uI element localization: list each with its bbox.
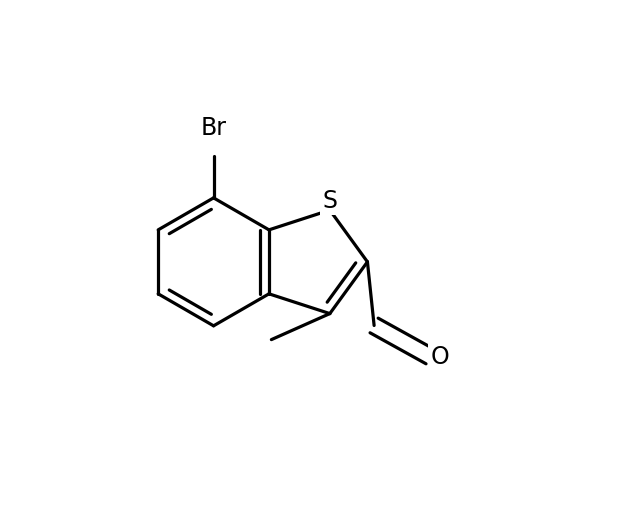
Text: O: O <box>431 345 449 369</box>
Text: S: S <box>323 189 338 213</box>
Text: Br: Br <box>200 116 227 140</box>
